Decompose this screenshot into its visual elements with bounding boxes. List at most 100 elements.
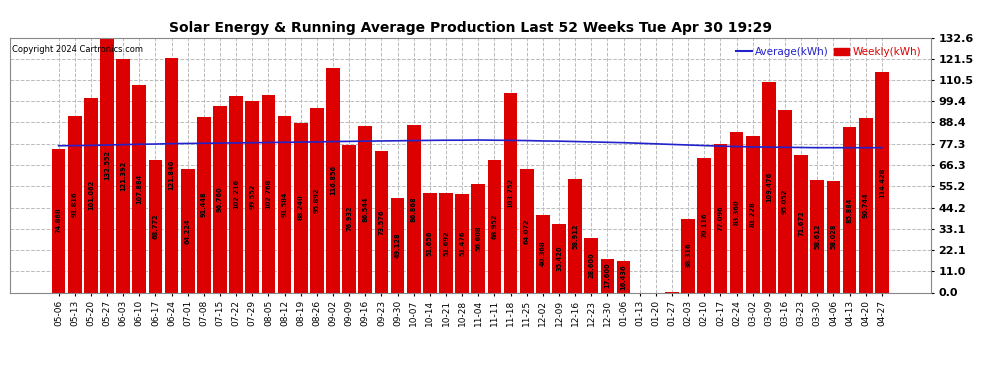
- Bar: [197, 117, 211, 292]
- Text: 107.884: 107.884: [137, 174, 143, 204]
- Bar: [601, 259, 615, 292]
- Text: 99.552: 99.552: [249, 184, 255, 210]
- Bar: [246, 101, 259, 292]
- Bar: [343, 144, 356, 292]
- Bar: [278, 116, 291, 292]
- Bar: [261, 95, 275, 292]
- Bar: [423, 193, 437, 292]
- Text: 56.608: 56.608: [475, 225, 481, 251]
- Text: 74.868: 74.868: [55, 208, 61, 233]
- Text: 95.052: 95.052: [782, 188, 788, 214]
- Text: 103.752: 103.752: [508, 178, 514, 208]
- Bar: [181, 169, 195, 292]
- Text: 91.816: 91.816: [71, 191, 78, 217]
- Bar: [213, 106, 227, 292]
- Text: 70.116: 70.116: [701, 212, 707, 238]
- Bar: [568, 179, 582, 292]
- Text: 58.028: 58.028: [831, 224, 837, 249]
- Text: 64.224: 64.224: [185, 218, 191, 243]
- Text: 91.584: 91.584: [281, 192, 288, 217]
- Text: 35.420: 35.420: [556, 246, 562, 271]
- Bar: [133, 85, 147, 292]
- Text: 58.912: 58.912: [572, 223, 578, 249]
- Legend: Average(kWh), Weekly(kWh): Average(kWh), Weekly(kWh): [732, 43, 926, 61]
- Text: 49.128: 49.128: [395, 232, 401, 258]
- Bar: [811, 180, 825, 292]
- Text: 96.760: 96.760: [217, 187, 223, 212]
- Bar: [116, 59, 130, 292]
- Bar: [536, 215, 549, 292]
- Text: 90.744: 90.744: [862, 192, 869, 218]
- Bar: [440, 193, 452, 292]
- Bar: [488, 160, 501, 292]
- Text: 73.576: 73.576: [378, 209, 384, 234]
- Bar: [407, 126, 421, 292]
- Bar: [374, 151, 388, 292]
- Bar: [698, 158, 711, 292]
- Bar: [827, 181, 841, 292]
- Bar: [358, 126, 372, 292]
- Text: 91.448: 91.448: [201, 192, 207, 217]
- Text: 51.656: 51.656: [427, 230, 433, 255]
- Text: 51.476: 51.476: [459, 230, 465, 256]
- Bar: [762, 82, 776, 292]
- Text: 58.612: 58.612: [815, 224, 821, 249]
- Bar: [584, 237, 598, 292]
- Text: 76.932: 76.932: [346, 206, 352, 231]
- Text: 51.692: 51.692: [444, 230, 449, 255]
- Bar: [681, 219, 695, 292]
- Text: 121.392: 121.392: [120, 160, 126, 191]
- Bar: [745, 136, 759, 292]
- Bar: [84, 98, 98, 292]
- Bar: [326, 68, 340, 292]
- Text: 116.856: 116.856: [330, 165, 336, 195]
- Text: 95.892: 95.892: [314, 188, 320, 213]
- Bar: [714, 144, 728, 292]
- Bar: [294, 123, 308, 292]
- Text: 40.368: 40.368: [540, 241, 545, 267]
- Text: 77.096: 77.096: [718, 206, 724, 231]
- Bar: [617, 261, 631, 292]
- Text: 85.884: 85.884: [846, 197, 852, 223]
- Text: 64.072: 64.072: [524, 218, 530, 244]
- Bar: [230, 96, 243, 292]
- Bar: [148, 160, 162, 292]
- Bar: [520, 169, 534, 292]
- Bar: [730, 132, 743, 292]
- Text: 101.062: 101.062: [88, 180, 94, 210]
- Bar: [310, 108, 324, 292]
- Text: 121.840: 121.840: [168, 160, 174, 190]
- Text: 38.316: 38.316: [685, 243, 691, 268]
- Bar: [100, 38, 114, 292]
- Text: 88.240: 88.240: [298, 195, 304, 220]
- Text: 17.600: 17.600: [605, 263, 611, 288]
- Text: 83.360: 83.360: [734, 200, 740, 225]
- Text: 114.428: 114.428: [879, 167, 885, 198]
- Text: 68.952: 68.952: [491, 213, 497, 239]
- Bar: [164, 58, 178, 292]
- Bar: [552, 224, 566, 292]
- Text: 71.672: 71.672: [798, 211, 804, 236]
- Bar: [471, 184, 485, 292]
- Bar: [778, 110, 792, 292]
- Bar: [68, 116, 81, 292]
- Bar: [455, 194, 469, 292]
- Text: 86.868: 86.868: [411, 196, 417, 222]
- Text: 16.436: 16.436: [621, 264, 627, 290]
- Text: 102.768: 102.768: [265, 178, 271, 209]
- Bar: [794, 154, 808, 292]
- Text: 68.772: 68.772: [152, 213, 158, 239]
- Text: Copyright 2024 Cartronics.com: Copyright 2024 Cartronics.com: [12, 45, 143, 54]
- Title: Solar Energy & Running Average Production Last 52 Weeks Tue Apr 30 19:29: Solar Energy & Running Average Productio…: [168, 21, 772, 35]
- Text: 132.552: 132.552: [104, 150, 110, 180]
- Bar: [875, 72, 889, 292]
- Bar: [842, 128, 856, 292]
- Bar: [504, 93, 518, 292]
- Bar: [859, 118, 872, 292]
- Bar: [391, 198, 405, 292]
- Bar: [51, 148, 65, 292]
- Text: 109.476: 109.476: [766, 172, 772, 202]
- Text: 102.216: 102.216: [234, 179, 240, 209]
- Text: 28.600: 28.600: [588, 252, 594, 278]
- Text: 81.228: 81.228: [749, 202, 755, 227]
